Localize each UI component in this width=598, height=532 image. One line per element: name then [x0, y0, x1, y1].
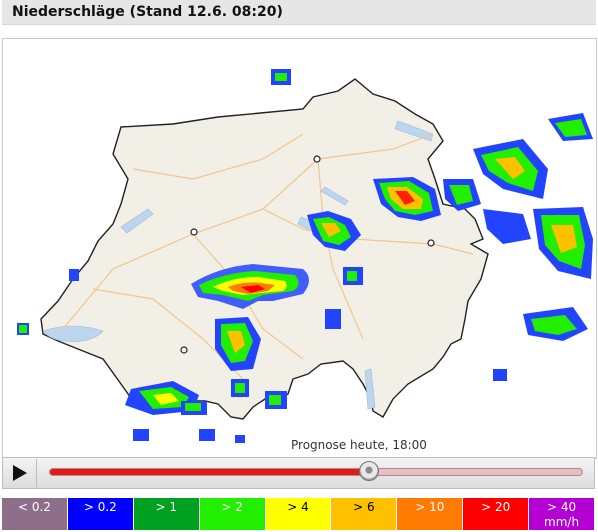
legend-label: > 20	[481, 500, 511, 514]
legend-item: > 20	[463, 498, 530, 530]
lake-constance	[394, 120, 434, 142]
play-icon	[13, 465, 27, 481]
play-button[interactable]	[4, 459, 37, 487]
switzerland-radar-map	[17, 69, 593, 443]
city-marker-zurich	[313, 155, 321, 163]
legend-item: < 0.2	[2, 498, 68, 530]
timeline-slider-handle[interactable]	[359, 461, 379, 481]
page-title: Niederschläge (Stand 12.6. 08:20)	[12, 4, 283, 20]
legend-label: > 10	[415, 500, 445, 514]
lake-zurich	[320, 186, 349, 206]
legend-item: > 1	[133, 498, 200, 530]
legend-item: > 2	[199, 498, 266, 530]
timeline-progress-fill	[50, 469, 370, 475]
legend-item: > 10	[397, 498, 464, 530]
precipitation-map[interactable]: Prognose heute, 18:00	[2, 38, 597, 459]
lake-geneva	[42, 325, 104, 342]
legend-label: < 0.2	[17, 500, 51, 514]
precipitation-legend: < 0.2 > 0.2 > 1 > 2 > 4 > 6 > 10 > 20 > 40 mm/h	[2, 498, 596, 530]
legend-item: > 0.2	[67, 498, 134, 530]
legend-unit: mm/h	[544, 515, 580, 529]
city-marker-bern	[190, 228, 198, 236]
legend-label: > 4	[287, 500, 309, 514]
legend-item: > 40 mm/h	[529, 498, 596, 530]
legend-label: > 0.2	[83, 500, 117, 514]
legend-label: > 6	[353, 500, 375, 514]
city-marker-chur	[427, 239, 435, 247]
legend-label: > 40	[547, 500, 577, 514]
forecast-time-label: Prognose heute, 18:00	[291, 438, 427, 452]
city-marker-sion	[180, 346, 188, 354]
page-header: Niederschläge (Stand 12.6. 08:20)	[2, 0, 596, 25]
legend-label: > 2	[221, 500, 243, 514]
legend-label: > 1	[155, 500, 177, 514]
precipitation-cells	[17, 69, 593, 443]
lake-maggiore	[364, 368, 376, 410]
lake-neuchatel	[120, 208, 154, 234]
animation-controls	[2, 457, 595, 489]
legend-item: > 4	[265, 498, 332, 530]
timeline-slider[interactable]	[49, 468, 583, 476]
legend-item: > 6	[331, 498, 398, 530]
